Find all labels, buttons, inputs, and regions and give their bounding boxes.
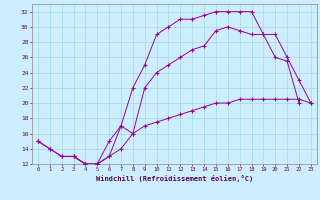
X-axis label: Windchill (Refroidissement éolien,°C): Windchill (Refroidissement éolien,°C) — [96, 175, 253, 182]
